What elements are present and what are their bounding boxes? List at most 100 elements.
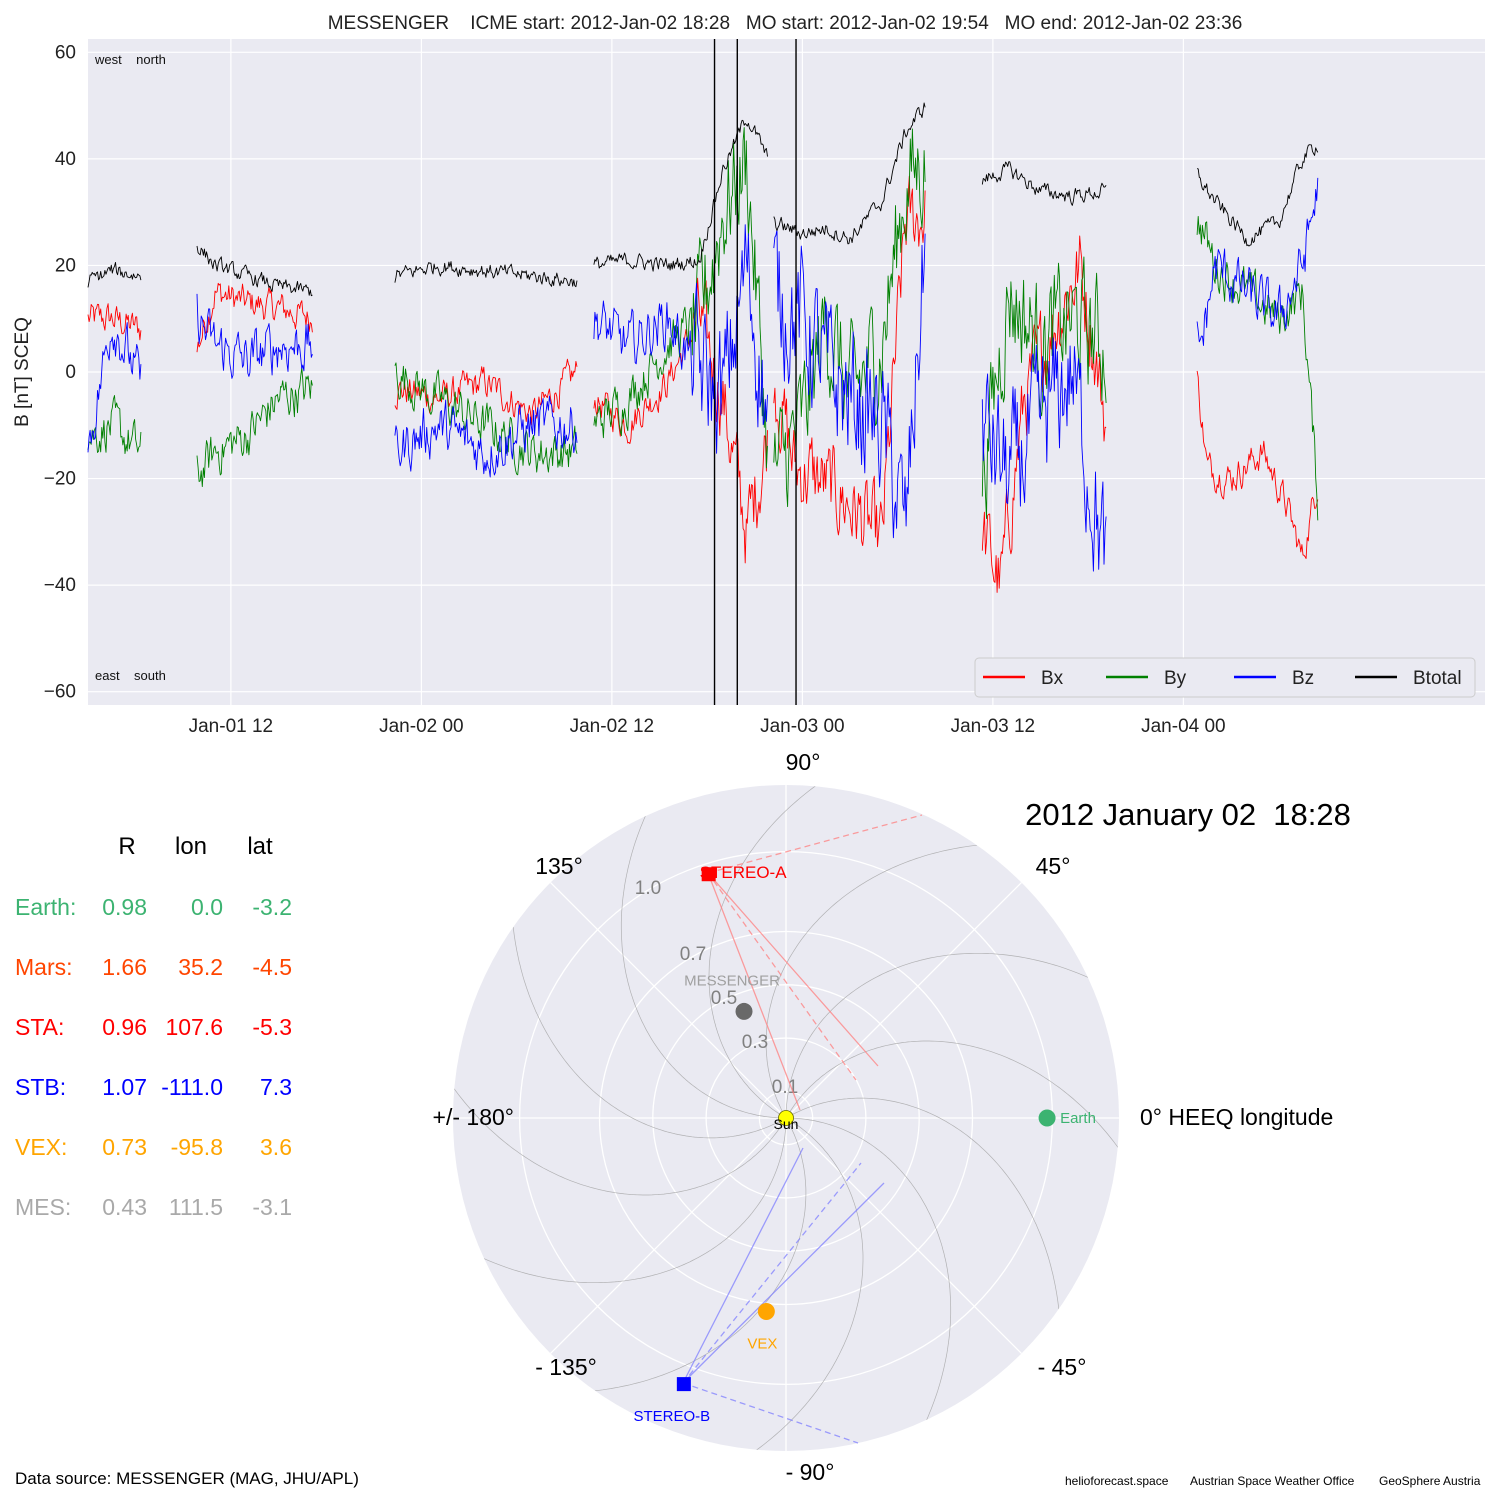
x-tick-label: Jan-01 12 bbox=[189, 716, 274, 737]
angular-grid-line bbox=[550, 882, 787, 1119]
polar-grid bbox=[453, 785, 1119, 1451]
table-row-label: Mars: bbox=[15, 954, 73, 980]
body-marker-sun bbox=[778, 1110, 794, 1126]
stereo-b-fov-line-1 bbox=[682, 1182, 885, 1384]
series-line-bx bbox=[87, 175, 1319, 593]
angular-label: 90° bbox=[786, 749, 821, 775]
credit-aswo: Austrian Space Weather Office bbox=[1190, 1474, 1355, 1488]
body-label-earth: Earth bbox=[1060, 1110, 1096, 1127]
table-cell-r: 0.96 bbox=[102, 1014, 147, 1040]
radial-tick-label: 0.5 bbox=[711, 988, 737, 1009]
y-tick-label: 60 bbox=[55, 42, 76, 63]
body-marker-stereo-a bbox=[701, 867, 716, 882]
table-cell-r: 1.07 bbox=[102, 1074, 147, 1100]
time-series-title: MESSENGER ICME start: 2012-Jan-02 18:28 … bbox=[328, 13, 1243, 34]
legend: Bx By Bz Btotal bbox=[974, 657, 1476, 698]
stereo-a-fov-line-2 bbox=[707, 872, 801, 1111]
body-marker-stereo-b bbox=[676, 1377, 691, 1392]
table-cell-r: 1.66 bbox=[102, 954, 147, 980]
table-row-label: VEX: bbox=[15, 1134, 67, 1160]
angular-label: 45° bbox=[1036, 853, 1071, 879]
body-marker-vex bbox=[757, 1302, 775, 1320]
table-cell-lat: -3.2 bbox=[252, 894, 292, 920]
radial-tick-label: 0.1 bbox=[772, 1077, 798, 1098]
series-line-bz bbox=[87, 177, 1319, 572]
angular-label: - 90° bbox=[786, 1459, 835, 1485]
angular-grid-line bbox=[785, 882, 1022, 1119]
parker-spiral bbox=[791, 1117, 952, 1442]
angular-label: - 135° bbox=[535, 1354, 597, 1380]
table-cell-lat: -3.1 bbox=[252, 1194, 292, 1220]
table-cell-r: 0.43 bbox=[102, 1194, 147, 1220]
y-axis-label: B [nT] SCEQ bbox=[12, 317, 33, 427]
table-row-label: Earth: bbox=[15, 894, 76, 920]
table-cell-lon: -111.0 bbox=[161, 1074, 223, 1100]
stereo-a-fov-dashed-2 bbox=[707, 814, 923, 874]
table-cell-r: 0.73 bbox=[102, 1134, 147, 1160]
series-line-btotal bbox=[87, 102, 1319, 297]
x-tick-label: Jan-03 00 bbox=[760, 716, 845, 737]
bodies: Sun Earth STEREO-A STEREO-B VEX MESSENGER bbox=[634, 863, 1096, 1425]
parker-spiral bbox=[453, 1068, 784, 1196]
parker-spiral bbox=[620, 794, 781, 1119]
parker-spirals bbox=[453, 785, 1119, 1451]
table-row-label: STB: bbox=[15, 1074, 66, 1100]
body-marker-messenger bbox=[735, 1002, 753, 1020]
table-cell-lat: 3.6 bbox=[260, 1134, 292, 1160]
body-label-stereo-b: STEREO-B bbox=[634, 1408, 711, 1425]
table-header-r: R bbox=[118, 833, 135, 860]
parker-spiral bbox=[462, 1123, 787, 1284]
parker-spiral bbox=[765, 843, 1002, 1114]
table-row-label: STA: bbox=[15, 1014, 64, 1040]
radial-tick-label: 0.7 bbox=[680, 944, 706, 965]
x-tick-labels: Jan-01 12 Jan-02 00 Jan-02 12 Jan-03 00 Jan-… bbox=[189, 716, 1226, 737]
table-cell-lat: -5.3 bbox=[252, 1014, 292, 1040]
y-tick-label: −60 bbox=[44, 682, 76, 703]
stereo-b-fov-dashed-1 bbox=[682, 1162, 862, 1384]
stereo-b-fov-line-2 bbox=[682, 1147, 804, 1384]
positions-table: R lon lat Earth: 0.98 0.0 -3.2 Mars: 1.66 35.2… bbox=[15, 833, 292, 1220]
body-label-messenger: MESSENGER bbox=[684, 972, 780, 989]
y-tick-label: 20 bbox=[55, 255, 76, 276]
radial-tick-labels: 0.1 0.3 0.5 0.7 1.0 bbox=[635, 878, 798, 1098]
stereo-a-fov-line-1 bbox=[707, 872, 879, 1067]
table-cell-lat: 7.3 bbox=[260, 1074, 292, 1100]
spacecraft-fields-of-view bbox=[682, 814, 923, 1444]
table-row-label: MES: bbox=[15, 1194, 71, 1220]
legend-label-by: By bbox=[1164, 668, 1187, 689]
orbit-plot-title: 2012 January 02 18:28 bbox=[1025, 797, 1351, 832]
table-cell-r: 0.98 bbox=[102, 894, 147, 920]
radial-tick-label: 1.0 bbox=[635, 878, 661, 899]
credit-geosphere: GeoSphere Austria bbox=[1379, 1474, 1481, 1488]
table-cell-lon: 35.2 bbox=[178, 954, 223, 980]
corner-label-top: west north bbox=[94, 52, 166, 67]
data-source-note: Data source: MESSENGER (MAG, JHU/APL) bbox=[15, 1469, 359, 1488]
event-boundary-lines bbox=[713, 39, 797, 705]
angular-label: 135° bbox=[535, 853, 583, 879]
body-label-vex: VEX bbox=[747, 1335, 777, 1352]
legend-label-bz: Bz bbox=[1292, 668, 1314, 689]
table-cell-lon: -95.8 bbox=[171, 1134, 223, 1160]
angular-label: - 45° bbox=[1038, 1354, 1087, 1380]
table-cell-lat: -4.5 bbox=[252, 954, 292, 980]
spiral-group bbox=[453, 785, 1119, 1451]
time-series-panel: MESSENGER ICME start: 2012-Jan-02 18:28 … bbox=[12, 13, 1485, 737]
table-rows: Earth: 0.98 0.0 -3.2 Mars: 1.66 35.2 -4.5 STA: 0.… bbox=[15, 894, 292, 1220]
x-tick-label: Jan-02 00 bbox=[379, 716, 464, 737]
legend-box bbox=[974, 657, 1476, 698]
x-tick-label: Jan-03 12 bbox=[951, 716, 1036, 737]
parker-spiral bbox=[511, 902, 782, 1139]
corner-label-bottom: east south bbox=[95, 668, 166, 683]
time-series-lines bbox=[87, 102, 1319, 593]
angular-grid-line bbox=[785, 1117, 1022, 1354]
credit-helioforecast: helioforecast.space bbox=[1065, 1474, 1169, 1488]
angular-label: +/- 180° bbox=[433, 1104, 514, 1130]
parker-spiral bbox=[788, 1040, 1119, 1168]
body-marker-earth bbox=[1038, 1109, 1056, 1127]
y-tick-label: 0 bbox=[65, 362, 76, 383]
parker-spiral bbox=[790, 1097, 1061, 1334]
legend-label-btotal: Btotal bbox=[1413, 668, 1462, 689]
body-label-sun: Sun bbox=[774, 1116, 799, 1132]
table-header-lat: lat bbox=[247, 833, 273, 860]
